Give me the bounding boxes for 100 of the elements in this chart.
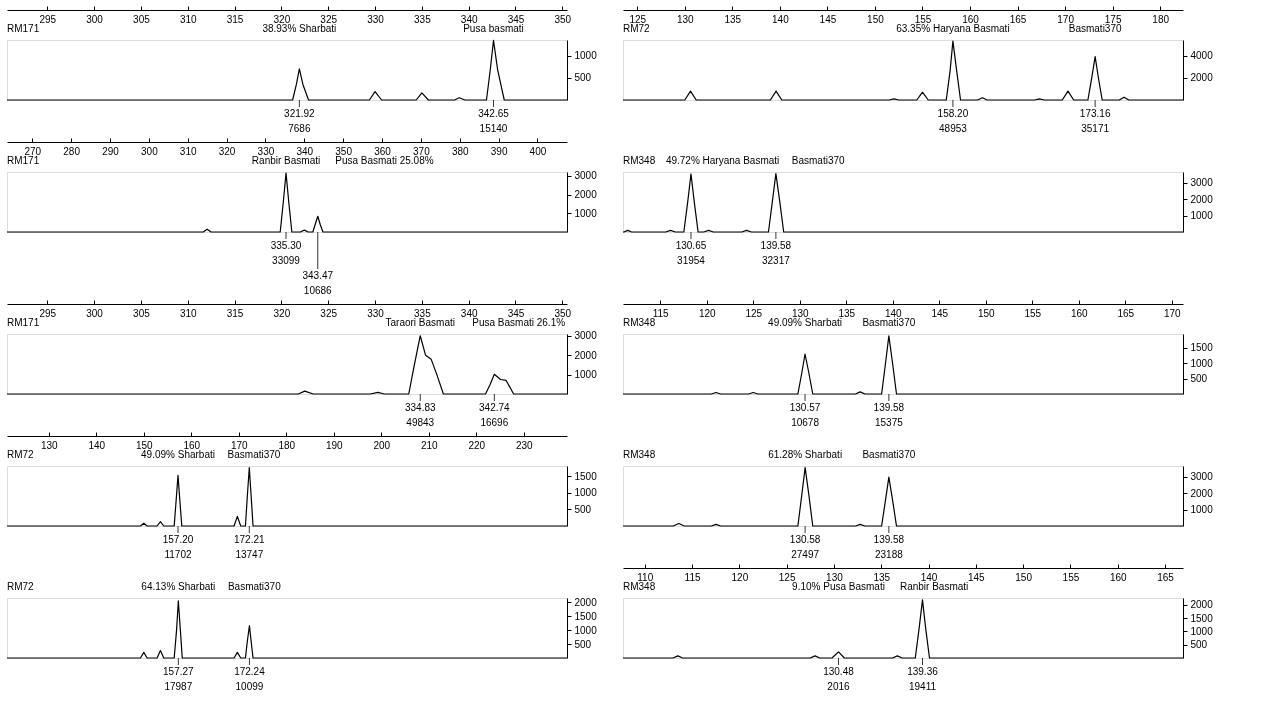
x-tick-label: 310 [179,307,198,319]
x-tick-label: 155 [914,13,932,25]
x-tick-label: 220 [468,439,486,451]
text: 334.83 [404,402,436,413]
x-tick-label: 125 [778,571,796,583]
x-tick-label: 370 [413,145,431,157]
text: Pusa Basmati 25.08% [335,155,434,166]
text: 335.30 [270,240,302,251]
x-tick-label: 160 [962,13,980,25]
y-tick-label: 4000 [1190,50,1214,62]
text: Ranbir Basmati [251,155,321,166]
x-tick-label: 325 [320,13,338,25]
chart-title: RM72 [623,23,651,34]
text: 173.16 [1079,108,1111,119]
x-tick-label: 315 [226,307,244,319]
x-tick-label: 165 [1117,307,1135,319]
x-tick-label: 300 [86,307,104,319]
x-tick-label: 120 [731,571,749,583]
x-tick-label: 170 [1163,307,1182,319]
x-tick-label: 310 [179,13,198,25]
text: 157.27 [163,666,195,677]
x-tick-label: 135 [724,13,742,25]
x-tick-label: 140 [88,439,106,451]
x-tick-label: 115 [652,307,670,319]
x-tick-label: 125 [745,307,763,319]
x-tick-label: 325 [320,307,338,319]
y-tick-label: 3000 [574,330,598,342]
x-tick-label: 310 [179,145,197,157]
y-tick-label: 1500 [574,610,598,622]
text: 33099 [272,255,301,266]
x-tick-label: 165 [1157,571,1175,583]
text: Pusa basmati [463,23,524,34]
x-tick-label: 130 [826,571,844,583]
x-tick-label: 330 [367,307,385,319]
text: 19411 [908,681,937,692]
x-tick-label: 125 [629,13,647,25]
x-tick-label: 175 [1104,13,1122,25]
y-tick-label: 500 [574,638,592,650]
y-tick-label: 3000 [1190,177,1214,189]
text: 342.65 [478,108,510,119]
x-tick-label: 180 [278,439,296,451]
y-tick-label: 1000 [1190,504,1214,516]
y-tick-label: 3000 [1190,471,1214,483]
x-tick-label: 350 [554,13,572,25]
text: 130.57 [789,402,821,413]
y-tick-label: 500 [1190,639,1208,651]
text: Basmati370 [1068,23,1122,34]
y-tick-label: 2000 [1190,599,1214,611]
x-tick-label: 135 [838,307,856,319]
y-tick-label: 1000 [574,487,598,499]
x-tick-label: 140 [920,571,938,583]
chart-title: RM348 [623,581,656,592]
y-tick-label: 2000 [1190,487,1214,499]
x-tick-label: 150 [1015,571,1033,583]
text: 342.74 [479,402,511,413]
x-tick-label: 130 [791,307,810,319]
text: 64.13% Sharbati [141,581,216,592]
text: Basmati370 [227,581,282,592]
x-tick-label: 180 [1152,13,1170,25]
text: 13747 [235,549,264,560]
chart-title: RM72 [7,449,35,460]
text: 38.93% Sharbati [262,23,337,34]
x-tick-label: 145 [967,571,986,583]
y-tick-label: 2000 [574,596,598,608]
x-tick-label: 170 [1057,13,1075,25]
x-tick-label: 320 [273,13,291,25]
text: 15375 [874,417,904,428]
chart-title: RM348 [623,317,656,328]
chart-title: RM348 [623,155,656,166]
text: 35171 [1081,123,1110,134]
y-tick-label: 1500 [574,470,598,482]
text: 32317 [761,255,791,266]
x-tick-label: 150 [977,307,996,319]
x-tick-label: 115 [684,571,701,583]
text: 16696 [480,417,509,428]
y-tick-label: 2000 [1190,193,1214,205]
x-tick-label: 340 [460,307,478,319]
x-tick-label: 130 [676,13,695,25]
x-tick-label: 340 [296,145,314,157]
x-tick-label: 160 [1070,307,1089,319]
text: 158.20 [937,108,969,119]
x-tick-label: 335 [414,13,432,25]
y-tick-label: 1500 [1190,342,1214,354]
y-tick-label: 500 [574,503,592,515]
x-tick-label: 190 [325,439,344,451]
x-tick-label: 300 [86,13,104,25]
y-tick-label: 2000 [574,189,598,200]
x-tick-label: 295 [39,13,57,25]
text: 343.47 [302,270,334,281]
y-tick-label: 1000 [1190,625,1214,637]
y-tick-label: 500 [574,72,592,84]
x-tick-label: 110 [637,571,654,583]
text: 61.28% Sharbati [768,449,843,460]
text: 49.72% Haryana Basmati [665,155,780,166]
y-tick-label: 1000 [1190,357,1214,369]
x-tick-label: 295 [39,307,57,319]
text: Pusa Basmati 26.1% [472,317,566,328]
y-tick-label: 3000 [574,170,598,182]
x-tick-label: 305 [133,307,151,319]
x-tick-label: 230 [515,439,534,451]
